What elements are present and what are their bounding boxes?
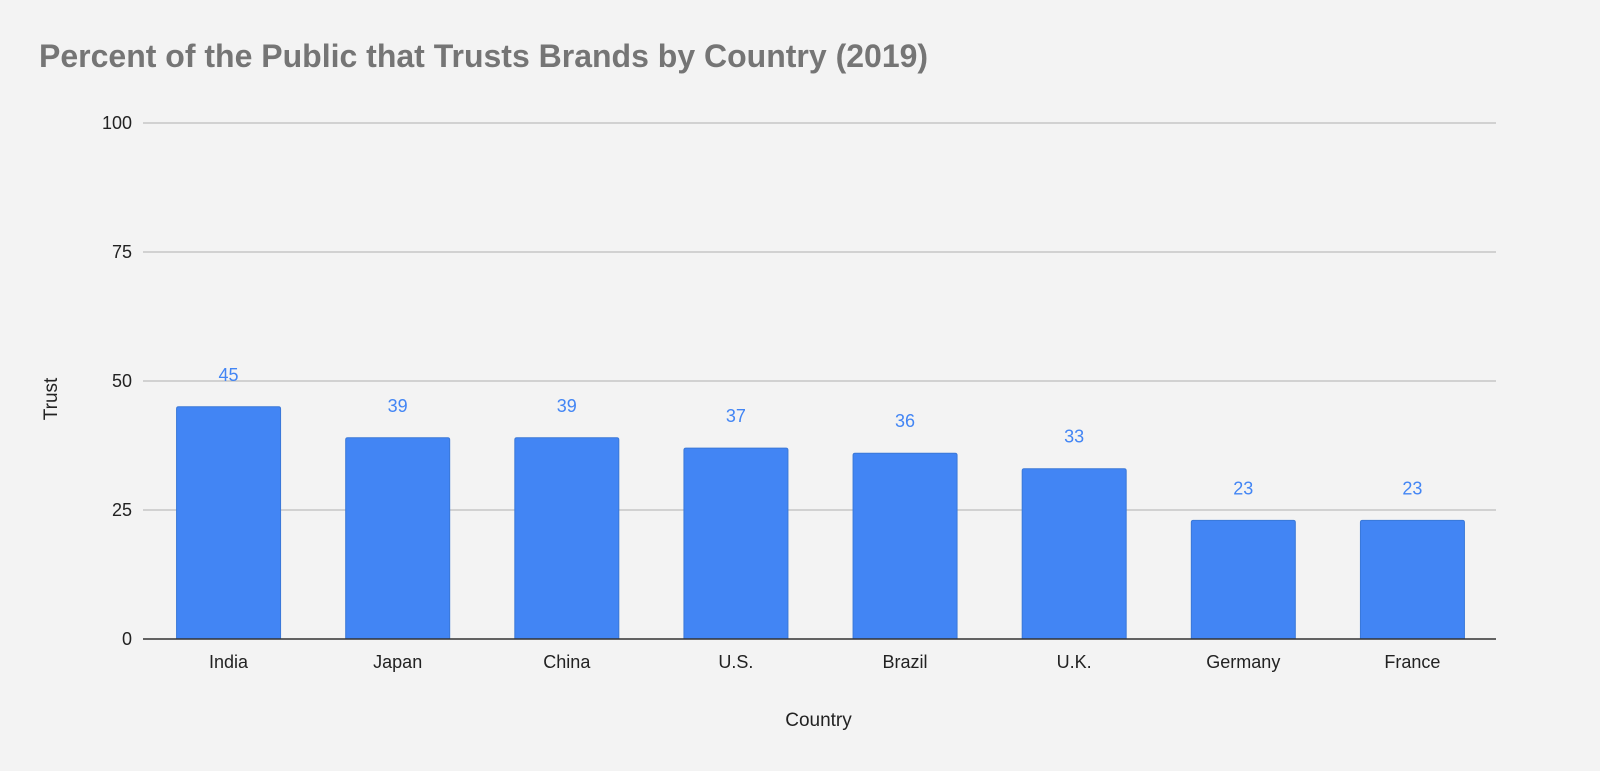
x-tick-label: Brazil xyxy=(883,652,928,672)
x-tick-label: Germany xyxy=(1206,652,1280,672)
y-tick-label: 25 xyxy=(112,500,132,520)
bar xyxy=(1359,519,1465,640)
y-axis-ticks: 0 25 50 75 100 xyxy=(102,113,132,649)
bars xyxy=(176,406,1465,640)
bar xyxy=(1021,468,1127,640)
data-label: 23 xyxy=(1233,478,1253,498)
data-label: 39 xyxy=(388,396,408,416)
data-labels: 45 39 39 37 36 33 23 23 xyxy=(219,365,1423,499)
x-axis-title: Country xyxy=(785,710,852,731)
data-label: 39 xyxy=(557,396,577,416)
y-tick-label: 75 xyxy=(112,242,132,262)
x-tick-label: U.K. xyxy=(1057,652,1092,672)
bar xyxy=(176,406,282,640)
bar xyxy=(1190,519,1296,640)
x-tick-label: France xyxy=(1384,652,1440,672)
bar xyxy=(852,452,958,640)
x-axis-ticks: India Japan China U.S. Brazil U.K. Germany Fran… xyxy=(209,652,1440,672)
data-label: 36 xyxy=(895,411,915,431)
bar xyxy=(345,437,451,640)
x-tick-label: China xyxy=(543,652,591,672)
x-tick-label: U.S. xyxy=(718,652,753,672)
x-tick-label: Japan xyxy=(373,652,422,672)
y-tick-label: 0 xyxy=(122,629,132,649)
bar xyxy=(683,447,789,640)
data-label: 45 xyxy=(219,365,239,385)
data-label: 33 xyxy=(1064,427,1084,447)
data-label: 23 xyxy=(1402,478,1422,498)
bar xyxy=(514,437,620,640)
y-axis-title: Trust xyxy=(41,377,62,420)
x-tick-label: India xyxy=(209,652,249,672)
chart-title: Percent of the Public that Trusts Brands… xyxy=(39,38,929,74)
y-tick-label: 50 xyxy=(112,371,132,391)
y-tick-label: 100 xyxy=(102,113,132,133)
data-label: 37 xyxy=(726,406,746,426)
